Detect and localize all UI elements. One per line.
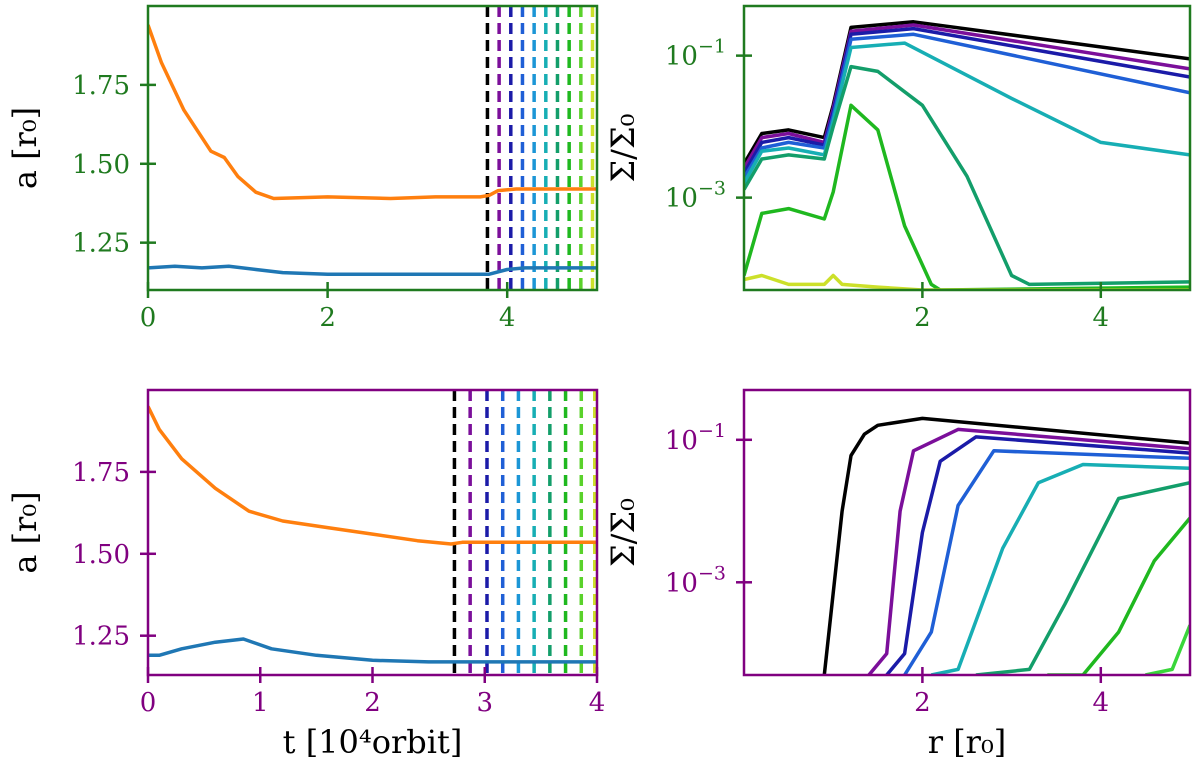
series-line-4: [744, 41, 1190, 184]
panel-top-left: 0 2 4 1.25 1.50 1.75 a [r₀]: [6, 4, 599, 333]
x-tick-label: 1: [252, 688, 269, 718]
panel-top-right: 2 4 10−3 10−1 Σ/Σ₀: [604, 4, 1192, 333]
plot-area: [744, 20, 1190, 290]
y-tick-label: 10−1: [665, 36, 726, 72]
x-tick-label: 0: [140, 303, 157, 333]
x-tick-label: 2: [914, 303, 931, 333]
x-tick-label: 4: [499, 303, 516, 333]
series-line-0: [822, 416, 1190, 675]
y-tick-label: 10−3: [665, 562, 726, 598]
series-line-7: [1145, 624, 1190, 675]
series-line-5: [744, 64, 1190, 287]
series-line-1: [148, 637, 597, 664]
y-tick-label: 1.25: [72, 229, 130, 259]
x-axis-label: r [r₀]: [928, 723, 1007, 761]
x-tick-label: 3: [476, 688, 493, 718]
axes-frame: [742, 4, 1192, 292]
panel-bottom-left: 0 1 2 3 4 1.25 1.50 1.75 a [r₀] t [10⁴orbit]: [6, 388, 606, 761]
series-line-6: [1047, 516, 1190, 675]
y-axis-label: Σ/Σ₀: [604, 114, 642, 183]
x-tick-label: 0: [140, 688, 157, 718]
y-tick-label: 1.50: [72, 150, 130, 180]
plot-area: [148, 390, 597, 675]
series-line-1: [867, 427, 1190, 675]
y-tick-label: 1.25: [72, 622, 130, 652]
series-line-6: [744, 103, 1190, 290]
series-line-5: [975, 480, 1190, 675]
panel-bottom-right: 2 4 10−3 10−1 Σ/Σ₀ r [r₀]: [604, 388, 1192, 761]
series-line-1: [148, 264, 597, 276]
y-tick-label: 1.75: [72, 458, 130, 488]
x-tick-label: 2: [364, 688, 381, 718]
plot-area: [148, 6, 597, 290]
series-line-2: [885, 435, 1190, 675]
y-tick-label: 1.75: [72, 71, 130, 101]
y-tick-label: 1.50: [72, 540, 130, 570]
y-tick-label: 10−1: [665, 420, 726, 456]
x-tick-label: 2: [319, 303, 336, 333]
x-tick-label: 2: [914, 688, 931, 718]
y-axis-label: a [r₀]: [6, 491, 44, 573]
plot-area: [822, 416, 1190, 675]
series-line-4: [930, 462, 1190, 675]
x-tick-label: 4: [1093, 303, 1110, 333]
y-axis-label: a [r₀]: [6, 107, 44, 189]
series-line-0: [148, 405, 597, 546]
series-line-0: [148, 24, 597, 201]
x-tick-label: 4: [1093, 688, 1110, 718]
y-tick-label: 10−3: [665, 178, 726, 214]
axes-frame: [146, 4, 599, 292]
series-line-3: [903, 449, 1190, 675]
x-axis-label: t [10⁴orbit]: [283, 723, 463, 761]
x-tick-label: 4: [589, 688, 606, 718]
y-axis-label: Σ/Σ₀: [604, 498, 642, 567]
axes-frame: [742, 388, 1192, 677]
